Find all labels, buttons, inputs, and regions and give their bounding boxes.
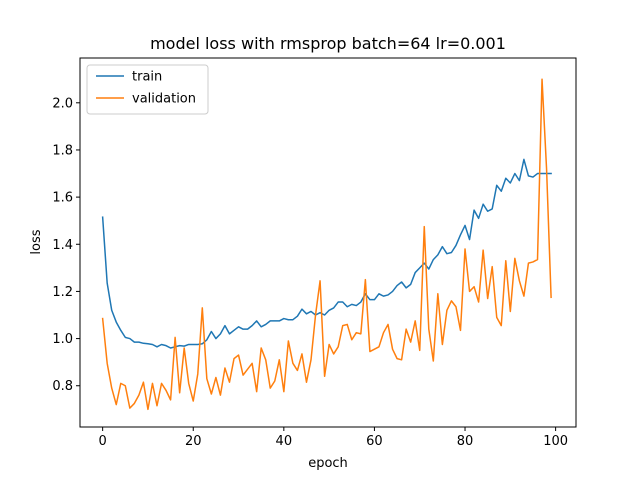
x-tick-label: 80 (457, 434, 474, 449)
y-tick-label: 1.6 (52, 191, 73, 206)
legend-label-train: train (132, 70, 162, 85)
axes-frame (79, 57, 577, 428)
y-tick-label: 1.4 (52, 238, 73, 253)
series-line-validation (101, 78, 552, 411)
x-tick-label: 20 (185, 434, 202, 449)
y-tick-label: 2.0 (52, 96, 73, 111)
y-tick-label: 1.8 (52, 143, 73, 158)
y-tick-label: 1.0 (52, 332, 73, 347)
y-tick-label: 1.2 (52, 285, 73, 300)
plot-area (101, 78, 552, 411)
x-tick-label: 100 (543, 434, 568, 449)
x-axis-label: epoch (308, 456, 348, 471)
x-tick-label: 40 (276, 434, 293, 449)
x-tick-label: 60 (366, 434, 383, 449)
x-axis: 0 20 40 60 80 100 (99, 427, 568, 449)
legend: train validation (86, 64, 209, 115)
series-line-train (101, 158, 552, 349)
chart-title: model loss with rmsprop batch=64 lr=0.00… (150, 34, 506, 53)
legend-box (86, 64, 209, 115)
y-axis-label: loss (29, 229, 44, 254)
legend-label-validation: validation (132, 92, 196, 107)
y-axis: 0.8 1.0 1.2 1.4 1.6 1.8 2.0 (52, 96, 80, 394)
y-tick-label: 0.8 (52, 379, 73, 394)
x-tick-label: 0 (99, 434, 107, 449)
